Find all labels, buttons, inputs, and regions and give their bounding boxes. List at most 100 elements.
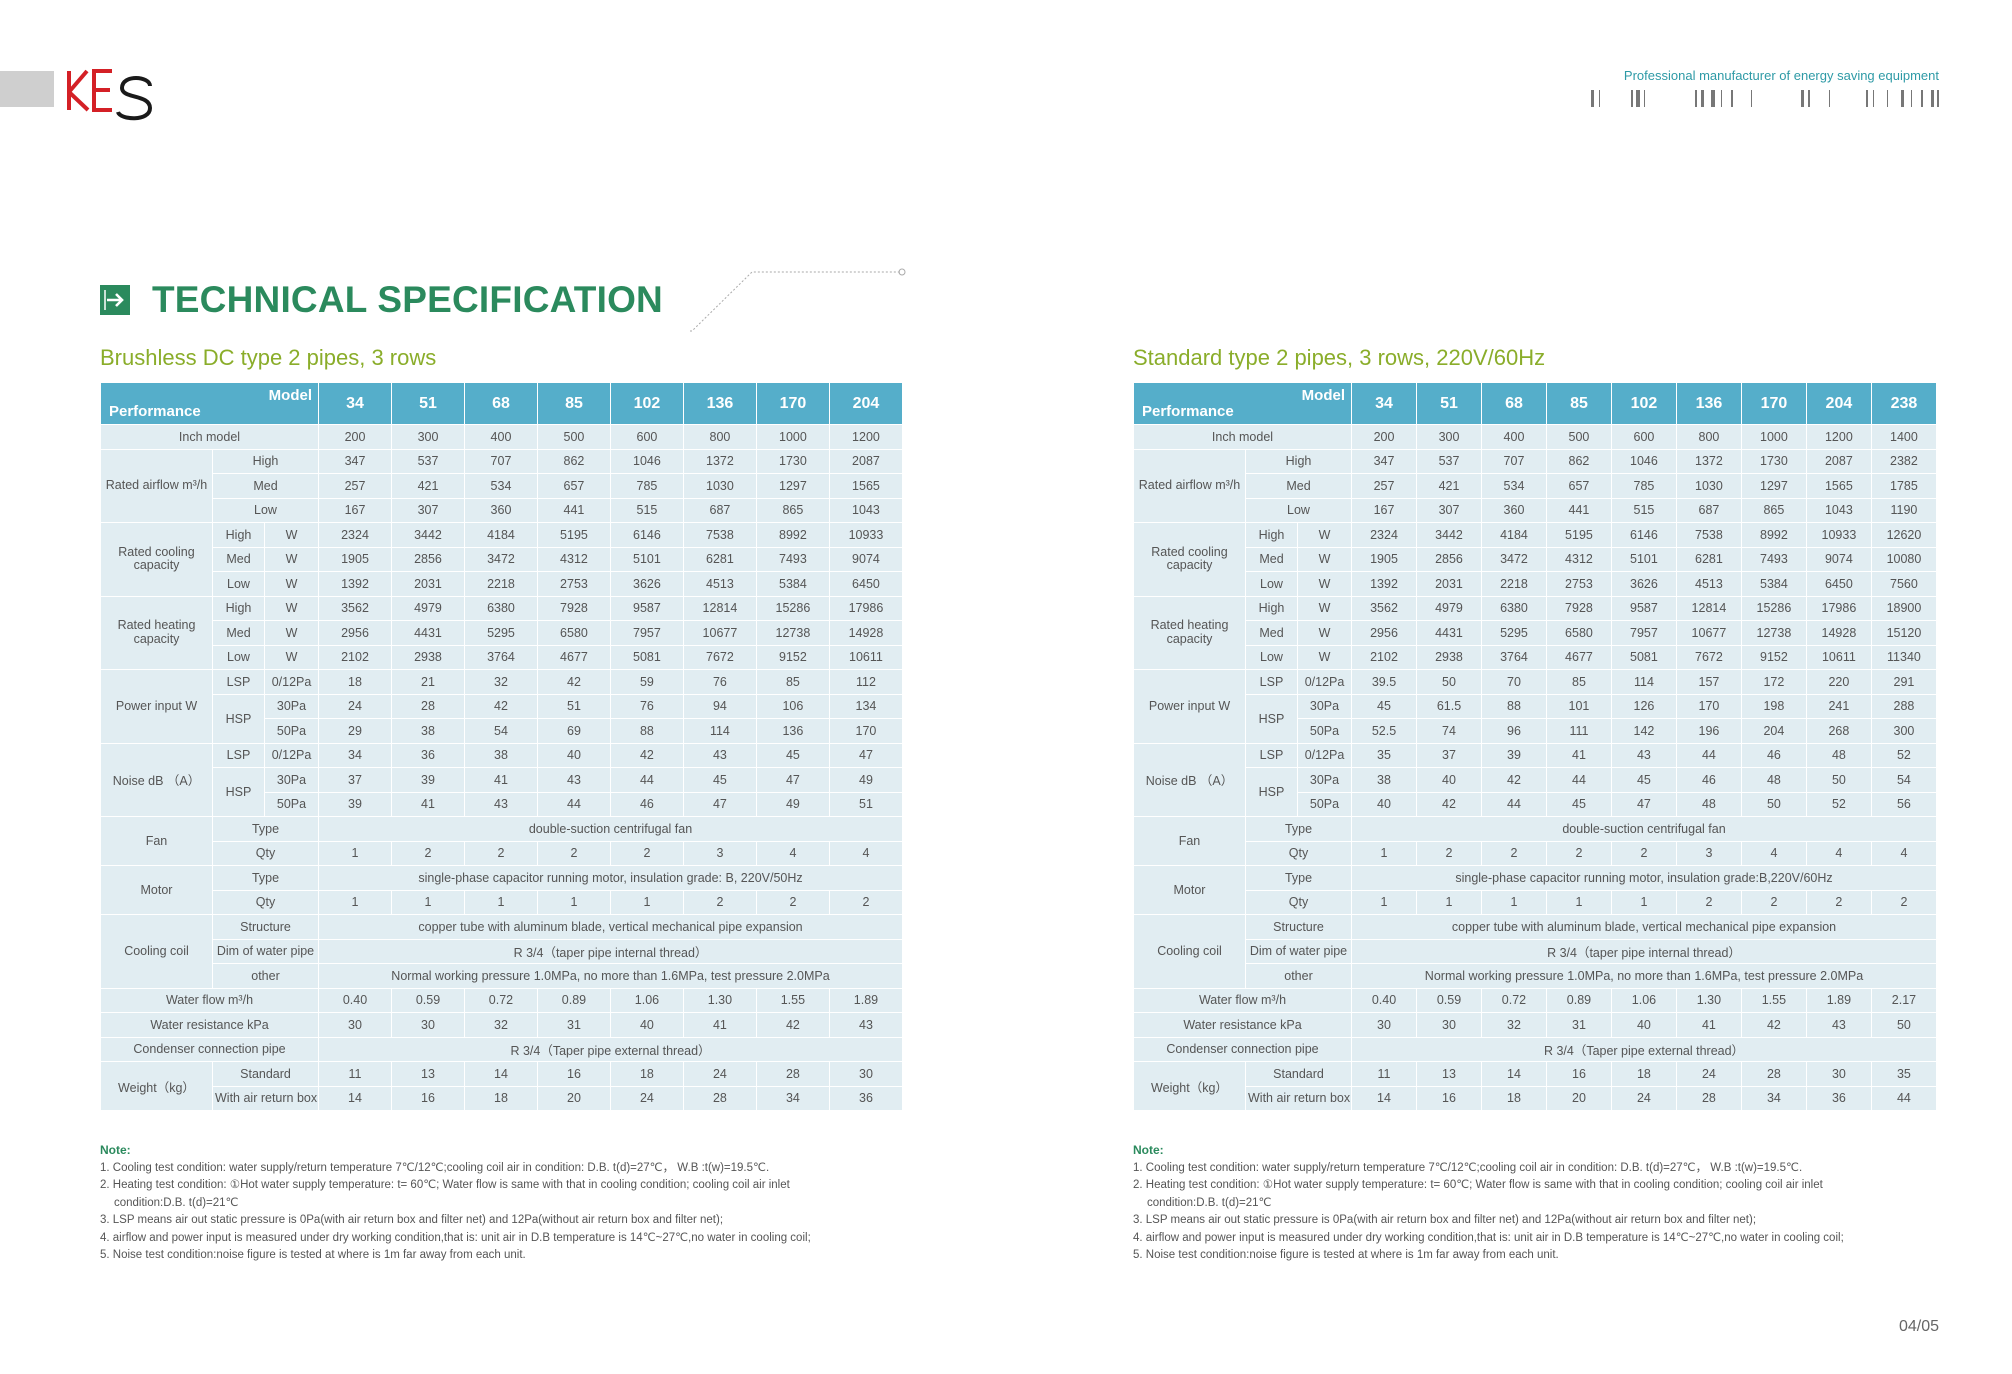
value-cell: 41 bbox=[463, 767, 538, 793]
note-item: 5. Noise test condition:noise figure is … bbox=[1133, 1249, 1559, 1261]
table-row: HSP 30Pa 45 61.5 88 101 126 170 198 241 288 bbox=[1134, 693, 1938, 744]
value-cell: 2938 bbox=[391, 644, 465, 670]
value-cell: 7493 bbox=[1740, 546, 1807, 572]
value-cell: 1.06 bbox=[609, 987, 684, 1013]
value-cell: 94 bbox=[682, 693, 757, 719]
model-header-cell: 204 bbox=[828, 382, 904, 425]
value-cell: 46 bbox=[1740, 742, 1807, 768]
value-cell: 1.55 bbox=[1740, 987, 1807, 1013]
unit-label: W bbox=[1296, 522, 1353, 548]
value-cell: 47 bbox=[1610, 791, 1677, 817]
value-cell: 31 bbox=[536, 1012, 611, 1038]
value-cell: 70 bbox=[1480, 669, 1547, 695]
value-cell: 4 bbox=[828, 840, 904, 866]
value-cell: 45 bbox=[1610, 767, 1677, 793]
value-cell: 50 bbox=[1740, 791, 1807, 817]
unit-label: W bbox=[263, 546, 320, 572]
value-cell: 4431 bbox=[1416, 620, 1482, 646]
page-title: TECHNICAL SPECIFICATION bbox=[152, 279, 663, 320]
pressure-label: 0/12Pa bbox=[263, 669, 320, 695]
level-label: Dim of water pipe bbox=[1244, 938, 1353, 964]
value-cell: 52 bbox=[1870, 742, 1938, 768]
value-cell: 43 bbox=[1805, 1012, 1872, 1038]
value-cell: 1 bbox=[318, 889, 392, 915]
model-header-cell: 204 bbox=[1805, 382, 1872, 425]
value-cell: 49 bbox=[755, 791, 830, 817]
value-cell: 1 bbox=[391, 889, 465, 915]
arrow-box-icon bbox=[100, 285, 130, 315]
table-row: 50Pa 40 42 44 45 47 48 50 52 56 bbox=[1134, 791, 1938, 817]
value-cell: 800 bbox=[682, 424, 757, 450]
value-cell: 28 bbox=[682, 1085, 757, 1111]
table-row: Weight（kg） Standard 11 13 14 16 18 24 28 30 35 bbox=[1133, 1061, 1938, 1111]
value-cell: 167 bbox=[318, 497, 392, 523]
value-cell: 2753 bbox=[1545, 571, 1612, 597]
value-cell: 38 bbox=[463, 742, 538, 768]
value-cell: 7928 bbox=[536, 595, 611, 621]
model-header-cell: 34 bbox=[1351, 382, 1417, 425]
table-row: Power input W LSP 0/12Pa 39.5 50 70 85 114 157 17… bbox=[1133, 669, 1938, 744]
value-cell: 47 bbox=[682, 791, 757, 817]
right-section-title: Standard type 2 pipes, 3 rows, 220V/60Hz bbox=[1133, 345, 1546, 370]
value-cell: 54 bbox=[463, 718, 538, 744]
group-label: Weight（kg） bbox=[100, 1061, 213, 1111]
level-label: Med bbox=[1244, 473, 1353, 499]
value-cell: 42 bbox=[1416, 791, 1482, 817]
value-cell: 257 bbox=[318, 473, 392, 499]
value-cell: 5295 bbox=[463, 620, 538, 646]
level-label: Low bbox=[1245, 644, 1298, 670]
value-cell: 85 bbox=[755, 669, 830, 695]
group-label: Noise dB （A） bbox=[100, 742, 213, 817]
table-row: Low W 1392 2031 2218 2753 3626 4513 5384 6450 7560 bbox=[1134, 571, 1938, 597]
value-cell: 600 bbox=[1610, 424, 1677, 450]
pressure-label: 30Pa bbox=[263, 693, 320, 719]
value-cell: 2938 bbox=[1416, 644, 1482, 670]
merged-value-cell: copper tube with aluminum blade, vertica… bbox=[318, 914, 903, 940]
value-cell: 1 bbox=[536, 889, 611, 915]
note-item: 2. Heating test condition: ①Hot water su… bbox=[1133, 1179, 1823, 1191]
pressure-label: 50Pa bbox=[263, 718, 320, 744]
row-label: Inch model bbox=[99, 424, 320, 450]
level-label: High bbox=[1245, 595, 1298, 621]
value-cell: 1 bbox=[1545, 889, 1612, 915]
level-label: other bbox=[211, 963, 320, 989]
table-row: Inch model 200 300 400 500 600 800 1000 1200 bbox=[99, 424, 904, 450]
group-label: Cooling coil bbox=[100, 914, 213, 989]
table-row: Noise dB （A） LSP 0/12Pa 34 36 38 40 42 43 45 47 bbox=[100, 742, 904, 817]
value-cell: 13 bbox=[1416, 1061, 1482, 1087]
value-cell: 30 bbox=[1351, 1012, 1417, 1038]
value-cell: 52 bbox=[1805, 791, 1872, 817]
value-cell: 32 bbox=[1480, 1012, 1547, 1038]
unit-label: W bbox=[263, 571, 320, 597]
level-label: Low bbox=[212, 644, 265, 670]
value-cell: 40 bbox=[1351, 791, 1417, 817]
unit-label: W bbox=[1296, 546, 1353, 572]
model-header-cell: 34 bbox=[318, 382, 392, 425]
value-cell: 2 bbox=[1480, 840, 1547, 866]
value-cell: 11 bbox=[1351, 1061, 1417, 1087]
model-header-cell: 136 bbox=[682, 382, 757, 425]
value-cell: 46 bbox=[609, 791, 684, 817]
value-cell: 6281 bbox=[682, 546, 757, 572]
value-cell: 3764 bbox=[463, 644, 538, 670]
group-label: Motor bbox=[100, 865, 213, 915]
value-cell: 1030 bbox=[1675, 473, 1742, 499]
pressure-label: 50Pa bbox=[263, 791, 320, 817]
note-item: 3. LSP means air out static pressure is … bbox=[1133, 1214, 1757, 1226]
table-row: Water resistance kPa 30 30 32 31 40 41 42 43 50 bbox=[1132, 1012, 1938, 1038]
value-cell: 14 bbox=[318, 1085, 392, 1111]
value-cell: 4 bbox=[1805, 840, 1872, 866]
value-cell: 687 bbox=[682, 497, 757, 523]
value-cell: 1372 bbox=[682, 448, 757, 474]
unit-label: W bbox=[1296, 595, 1353, 621]
level-label: Qty bbox=[211, 840, 320, 866]
table-row: Rated airflow m³/h High 347 537 707 862 1046 13… bbox=[1133, 448, 1938, 523]
value-cell: 2 bbox=[391, 840, 465, 866]
value-cell: 42 bbox=[755, 1012, 830, 1038]
value-cell: 40 bbox=[609, 1012, 684, 1038]
value-cell: 40 bbox=[1610, 1012, 1677, 1038]
value-cell: 1297 bbox=[1740, 473, 1807, 499]
value-cell: 2 bbox=[1675, 889, 1742, 915]
value-cell: 3626 bbox=[609, 571, 684, 597]
level-label: Qty bbox=[1244, 840, 1353, 866]
